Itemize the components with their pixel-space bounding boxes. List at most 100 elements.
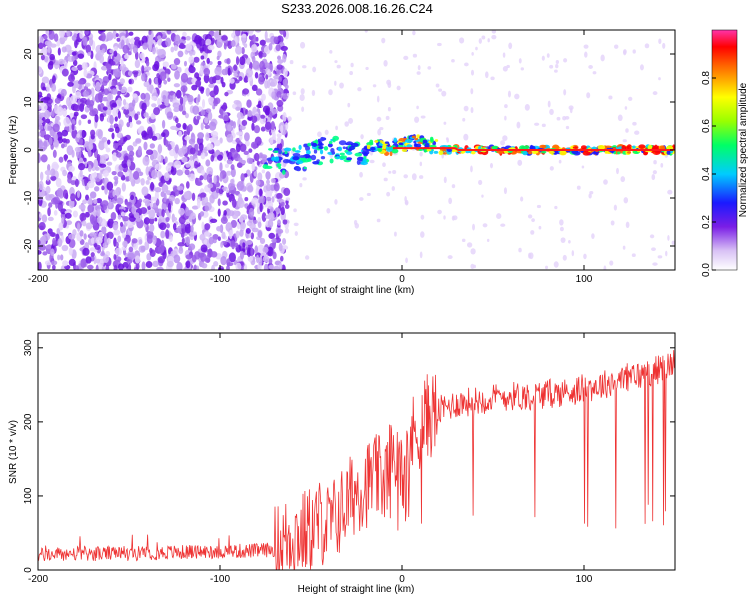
- noise-blob: [242, 37, 247, 42]
- noise-blob: [236, 131, 243, 136]
- noise-blob: [268, 264, 275, 270]
- noise-blob: [115, 152, 122, 158]
- noise-blob: [178, 216, 186, 225]
- noise-blob: [651, 247, 656, 251]
- noise-blob: [132, 170, 140, 180]
- noise-blob: [142, 42, 148, 50]
- noise-blob: [92, 173, 98, 178]
- noise-blob: [220, 256, 227, 266]
- noise-blob: [106, 99, 111, 110]
- noise-blob: [347, 102, 351, 108]
- noise-blob: [209, 90, 217, 98]
- noise-blob: [79, 30, 84, 39]
- noise-blob: [271, 196, 275, 203]
- signal-blob: [342, 146, 346, 150]
- spectrogram-x-tick-label: -200: [28, 274, 48, 285]
- noise-blob: [151, 103, 157, 108]
- noise-blob: [156, 266, 164, 270]
- noise-blob: [427, 66, 432, 70]
- noise-blob: [126, 122, 131, 128]
- noise-blob: [588, 65, 593, 69]
- noise-blob: [87, 164, 92, 172]
- noise-blob: [609, 260, 614, 266]
- noise-blob: [106, 237, 112, 245]
- noise-blob: [299, 183, 303, 188]
- noise-blob: [416, 71, 421, 75]
- noise-blob: [50, 232, 56, 238]
- spectrogram-y-tick-label: -10: [23, 190, 34, 205]
- noise-blob: [131, 205, 137, 215]
- noise-blob: [103, 88, 109, 96]
- noise-blob: [364, 30, 368, 33]
- noise-blob: [82, 199, 88, 205]
- noise-blob: [79, 230, 84, 237]
- noise-blob: [359, 197, 364, 201]
- noise-blob: [334, 199, 338, 205]
- noise-blob: [138, 239, 143, 245]
- signal-blob: [522, 150, 528, 156]
- noise-blob: [102, 106, 108, 111]
- noise-blob: [207, 44, 215, 51]
- noise-blob: [244, 140, 250, 147]
- noise-blob: [146, 252, 152, 261]
- noise-blob: [128, 246, 134, 253]
- signal-blob: [292, 155, 300, 161]
- noise-blob: [173, 44, 178, 52]
- noise-blob: [336, 64, 341, 69]
- noise-blob: [47, 125, 52, 131]
- noise-blob: [265, 171, 271, 180]
- noise-blob: [45, 193, 52, 201]
- noise-blob: [257, 172, 263, 182]
- noise-blob: [169, 149, 176, 157]
- noise-blob: [90, 129, 96, 137]
- noise-blob: [403, 55, 409, 61]
- noise-blob: [90, 252, 95, 257]
- noise-blob: [50, 175, 57, 181]
- noise-blob: [301, 106, 305, 112]
- noise-blob: [252, 34, 257, 44]
- noise-blob: [276, 64, 283, 70]
- noise-blob: [156, 72, 160, 79]
- noise-blob: [275, 44, 281, 52]
- noise-blob: [143, 112, 149, 118]
- noise-blob: [265, 74, 269, 80]
- noise-blob: [658, 77, 661, 81]
- noise-blob: [271, 91, 276, 100]
- noise-blob: [214, 31, 222, 41]
- noise-blob: [160, 132, 166, 138]
- noise-blob: [447, 255, 453, 260]
- noise-blob: [225, 222, 233, 232]
- noise-blob: [172, 216, 178, 222]
- signal-blob: [548, 150, 555, 154]
- noise-blob: [54, 97, 61, 104]
- noise-blob: [419, 175, 424, 179]
- noise-blob: [48, 202, 53, 208]
- noise-blob: [62, 169, 68, 177]
- noise-blob: [151, 169, 158, 180]
- noise-blob: [189, 155, 194, 161]
- spectrogram-x-label: Height of straight line (km): [298, 285, 415, 296]
- noise-blob: [161, 119, 166, 129]
- noise-blob: [194, 160, 199, 169]
- noise-blob: [632, 121, 637, 126]
- noise-blob: [153, 107, 161, 116]
- noise-blob: [74, 178, 79, 188]
- noise-blob: [419, 251, 423, 259]
- noise-blob: [151, 135, 158, 141]
- noise-blob: [473, 264, 477, 269]
- noise-blob: [114, 115, 118, 122]
- noise-blob: [516, 121, 521, 129]
- noise-blob: [127, 86, 133, 93]
- noise-blob: [443, 215, 446, 220]
- noise-blob: [106, 31, 114, 41]
- noise-blob: [62, 189, 69, 199]
- noise-blob: [404, 199, 409, 206]
- noise-blob: [97, 49, 105, 57]
- signal-blob: [414, 137, 419, 141]
- noise-blob: [149, 217, 155, 225]
- noise-blob: [90, 50, 94, 60]
- noise-blob: [121, 232, 126, 239]
- noise-blob: [240, 173, 245, 182]
- signal-blob: [415, 143, 422, 148]
- noise-blob: [101, 200, 109, 207]
